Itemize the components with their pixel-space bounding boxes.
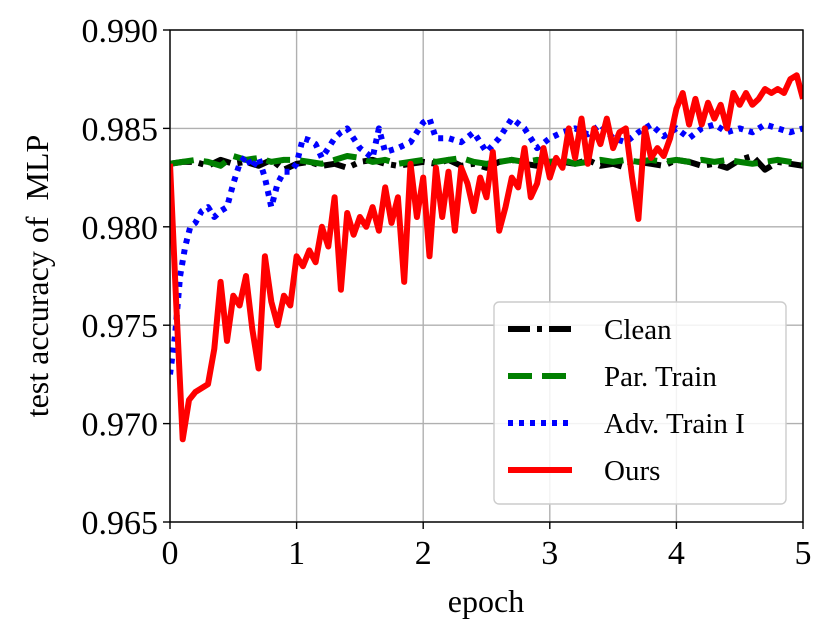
- y-tick-label: 0.985: [82, 111, 159, 148]
- y-tick-label: 0.970: [82, 407, 159, 444]
- x-tick-label: 5: [795, 535, 812, 572]
- axis-ticks: 0 1 2 3 4 5 0.965 0.970 0.975 0.980 0.985 0.990: [82, 13, 812, 572]
- legend-box: [493, 301, 787, 505]
- legend-label: Ours: [604, 455, 660, 487]
- y-tick-label: 0.980: [82, 210, 159, 247]
- series-line-3: [170, 72, 803, 443]
- x-tick-label: 3: [541, 535, 558, 572]
- series-line-1: [170, 153, 803, 169]
- x-axis-label: epoch: [448, 583, 524, 619]
- y-tick-label: 0.965: [82, 505, 159, 542]
- x-tick-label: 0: [162, 535, 179, 572]
- y-axis-label: test accuracy of MLP: [19, 135, 55, 418]
- x-tick-label: 1: [288, 535, 305, 572]
- x-tick-label: 4: [668, 535, 685, 572]
- series-lines: [170, 72, 803, 443]
- plot-frame: [169, 29, 804, 523]
- y-tick-label: 0.975: [82, 308, 159, 345]
- x-tick-label: 2: [415, 535, 432, 572]
- y-tick-label: 0.990: [82, 13, 159, 50]
- legend-label: Adv. Train I: [604, 408, 745, 440]
- series-line-2: [170, 115, 803, 375]
- legend-label: Clean: [604, 314, 672, 346]
- legend: Clean Par. Train Adv. Train I Ours: [493, 301, 787, 505]
- legend-label: Par. Train: [604, 361, 717, 393]
